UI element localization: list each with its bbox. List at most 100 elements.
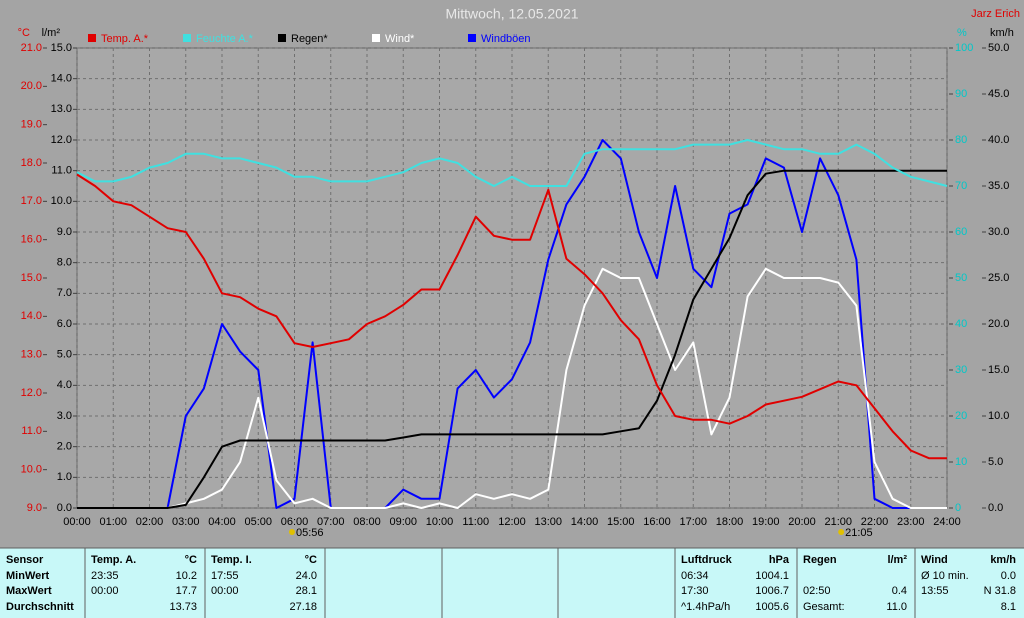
y-tick-label: 0.0 — [988, 502, 1003, 514]
table-cell: °C — [305, 554, 317, 566]
y-tick-label: 0.0 — [57, 502, 72, 514]
table-cell: 24.0 — [296, 570, 317, 582]
x-tick-label: 01:00 — [99, 516, 127, 528]
y-tick-label: 17.0 — [21, 195, 42, 207]
y-tick-label: 5.0 — [988, 456, 1003, 468]
table-cell: 17:55 — [211, 570, 239, 582]
x-tick-label: 03:00 — [172, 516, 200, 528]
table-cell: 00:00 — [91, 585, 119, 597]
y-tick-label: 20 — [955, 410, 967, 422]
y-tick-label: 60 — [955, 226, 967, 238]
y-tick-label: 13.0 — [21, 349, 42, 361]
y-tick-label: 11.0 — [51, 165, 72, 177]
y-tick-label: 0 — [955, 502, 961, 514]
legend-swatch — [372, 34, 380, 42]
table-cell: °C — [185, 554, 197, 566]
y-tick-label: 15.0 — [988, 364, 1009, 376]
table-cell: Regen — [803, 554, 837, 566]
x-tick-label: 10:00 — [426, 516, 454, 528]
y-tick-label: 12.0 — [21, 387, 42, 399]
table-cell: l/m² — [887, 554, 907, 566]
x-tick-label: 19:00 — [752, 516, 780, 528]
table-cell: MaxWert — [6, 585, 52, 597]
series-line — [76, 173, 947, 460]
y-tick-label: 10.0 — [21, 464, 42, 476]
x-tick-label: 24:00 — [933, 516, 961, 528]
table-cell: 23:35 — [91, 570, 119, 582]
sun-marker — [838, 529, 845, 535]
x-tick-label: 06:00 — [281, 516, 309, 528]
table-cell: Ø 10 min. — [921, 570, 969, 582]
y-tick-label: 45.0 — [988, 88, 1009, 100]
x-tick-label: 14:00 — [571, 516, 599, 528]
y-tick-label: 14.0 — [21, 310, 42, 322]
y-tick-label: 35.0 — [988, 180, 1009, 192]
table-cell: 28.1 — [296, 585, 317, 597]
y-tick-label: 70 — [955, 180, 967, 192]
y-tick-label: 9.0 — [57, 226, 72, 238]
x-tick-label: 22:00 — [861, 516, 889, 528]
axis-unit: l/m² — [42, 27, 61, 39]
y-tick-label: 20.0 — [21, 80, 42, 92]
x-tick-label: 05:00 — [244, 516, 272, 528]
y-tick-label: 11.0 — [21, 425, 42, 437]
table-cell: 13.73 — [169, 601, 197, 613]
x-tick-label: 17:00 — [679, 516, 707, 528]
y-tick-label: 3.0 — [57, 410, 72, 422]
table-cell: Sensor — [6, 554, 44, 566]
y-tick-label: 30 — [955, 364, 967, 376]
table-cell: km/h — [990, 554, 1016, 566]
y-tick-label: 20.0 — [988, 318, 1009, 330]
y-tick-label: 9.0 — [27, 502, 42, 514]
table-cell: 27.18 — [289, 601, 317, 613]
y-tick-label: 40.0 — [988, 134, 1009, 146]
table-cell: 1004.1 — [755, 570, 789, 582]
table-cell: Gesamt: — [803, 601, 845, 613]
y-tick-label: 16.0 — [21, 234, 42, 246]
y-tick-label: 15.0 — [21, 272, 42, 284]
series-line — [76, 139, 948, 187]
table-cell: 06:34 — [681, 570, 709, 582]
x-tick-label: 09:00 — [389, 516, 417, 528]
series-line — [77, 267, 947, 509]
legend-label: Temp. A.* — [101, 33, 149, 45]
table-cell: 02:50 — [803, 585, 831, 597]
chart-title: Mittwoch, 12.05.2021 — [445, 6, 578, 22]
y-tick-label: 4.0 — [57, 379, 72, 391]
table-cell: 0.0 — [1001, 570, 1016, 582]
legend-label: Wind* — [385, 33, 415, 45]
table-cell: 17.7 — [176, 585, 197, 597]
x-tick-label: 11:00 — [462, 516, 489, 528]
annotation: 21:05 — [845, 527, 873, 539]
x-tick-label: 20:00 — [788, 516, 816, 528]
series-line — [77, 169, 947, 509]
x-tick-label: 13:00 — [534, 516, 562, 528]
table-cell: 17:30 — [681, 585, 709, 597]
y-tick-label: 15.0 — [51, 42, 72, 54]
table-cell: Luftdruck — [681, 554, 733, 566]
table-cell: 0.4 — [892, 585, 907, 597]
author: Jarz Erich — [971, 8, 1020, 20]
x-tick-label: 04:00 — [208, 516, 236, 528]
table-cell: Temp. A. — [91, 554, 136, 566]
x-tick-label: 16:00 — [643, 516, 671, 528]
x-tick-label: 21:00 — [824, 516, 852, 528]
legend-swatch — [88, 34, 96, 42]
x-tick-label: 07:00 — [317, 516, 345, 528]
y-tick-label: 10.0 — [51, 195, 72, 207]
y-tick-label: 40 — [955, 318, 967, 330]
y-tick-label: 30.0 — [988, 226, 1009, 238]
legend-label: Feuchte A.* — [196, 33, 254, 45]
series-line — [77, 139, 947, 509]
table-cell: MinWert — [6, 570, 50, 582]
axis-unit: km/h — [990, 27, 1014, 39]
y-tick-label: 8.0 — [57, 257, 72, 269]
table-cell: 10.2 — [176, 570, 197, 582]
x-tick-label: 18:00 — [716, 516, 744, 528]
y-tick-label: 18.0 — [21, 157, 42, 169]
table-cell: 1005.6 — [755, 601, 789, 613]
y-tick-label: 100 — [955, 42, 973, 54]
axis-unit: % — [957, 27, 967, 39]
y-tick-label: 13.0 — [51, 103, 72, 115]
